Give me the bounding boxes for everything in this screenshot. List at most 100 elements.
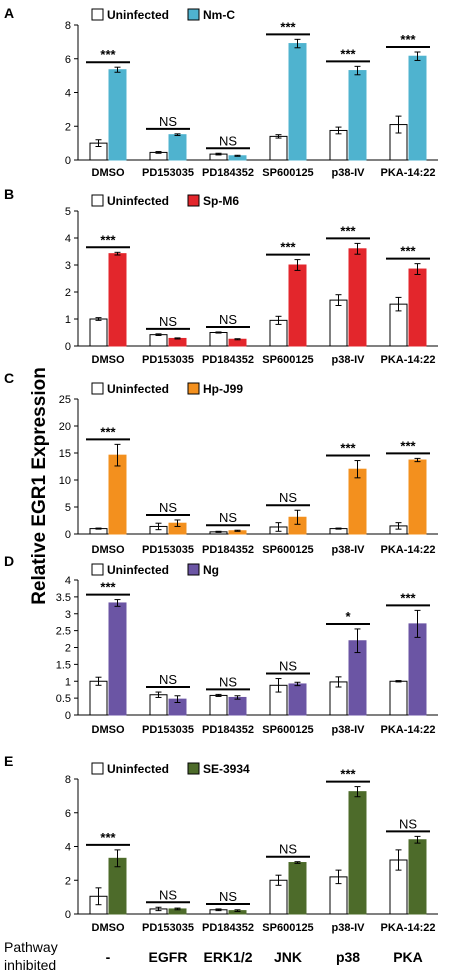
- panel-letter: B: [4, 186, 14, 202]
- x-tick-label: PD153035: [142, 544, 194, 556]
- y-tick-label: 3.5: [56, 592, 71, 604]
- y-tick-label: 2: [65, 287, 71, 299]
- significance-label: ***: [100, 232, 116, 247]
- legend-label-se-3934: SE-3934: [203, 762, 250, 776]
- panel-letter: C: [4, 370, 14, 386]
- bar-uninfected-p38-iv: [329, 299, 348, 347]
- bar-hp-j99-p38-iv: [348, 468, 367, 535]
- bar-sp-m6-pka-14-22: [408, 268, 427, 347]
- chart-panel-e: E 0 2 4 6 8 Uninfected SE-3934 *** DMSO NS PD153035…: [4, 753, 438, 934]
- x-tick-label: DMSO: [92, 724, 125, 736]
- x-tick-label: PD153035: [142, 167, 194, 179]
- y-tick-label: 6: [65, 808, 71, 820]
- x-tick-label: SP600125: [262, 354, 313, 366]
- significance-label: ***: [340, 46, 356, 61]
- x-tick-label: DMSO: [92, 544, 125, 556]
- panels-group: A 0 2 4 6 8 Uninfected Nm-C *** DMSO NS PD153035 NS P…: [4, 5, 438, 934]
- bar-uninfected-dmso: [89, 680, 108, 716]
- significance-label: NS: [219, 312, 237, 327]
- y-tick-label: 1.5: [56, 659, 71, 671]
- bar-nm-c-dmso: [108, 69, 127, 161]
- legend-swatch-uninfected: [91, 382, 104, 395]
- y-tick-label: 0: [65, 909, 71, 921]
- significance-label: ***: [340, 441, 356, 456]
- x-tick-label: DMSO: [92, 354, 125, 366]
- bar-nm-c-pka-14-22: [408, 55, 427, 161]
- x-tick-label: PD184352: [202, 544, 254, 556]
- x-tick-label: PD184352: [202, 354, 254, 366]
- bar-uninfected-dmso: [89, 318, 108, 347]
- y-tick-label: 0: [65, 341, 71, 353]
- significance-label: NS: [219, 510, 237, 525]
- x-tick-label: p38-IV: [331, 354, 365, 366]
- bar-uninfected-pd184352: [209, 332, 228, 347]
- x-tick-label: PKA-14:22: [380, 167, 435, 179]
- y-tick-label: 3: [65, 260, 71, 272]
- pathway-name: JNK: [274, 949, 302, 965]
- significance-label: NS: [159, 672, 177, 687]
- legend-swatch-uninfected: [91, 762, 104, 775]
- y-tick-label: 15: [59, 448, 71, 460]
- y-tick-label: 5: [65, 502, 71, 514]
- x-tick-label: DMSO: [92, 167, 125, 179]
- legend-swatch-sp-m6: [187, 194, 200, 207]
- pathway-name: ERK1/2: [203, 949, 252, 965]
- chart-panel-c: C 0 5 10 15 20 25 Uninfected Hp-J99 *** DMSO NS PD15…: [4, 370, 438, 556]
- legend-label-uninfected: Uninfected: [107, 762, 169, 776]
- x-tick-label: SP600125: [262, 167, 313, 179]
- y-tick-label: 2: [65, 875, 71, 887]
- significance-label: ***: [100, 830, 116, 845]
- y-tick-label: 5: [65, 206, 71, 218]
- y-tick-label: 2: [65, 121, 71, 133]
- x-tick-label: p38-IV: [331, 922, 365, 934]
- legend-swatch-se-3934: [187, 762, 200, 775]
- significance-label: NS: [159, 314, 177, 329]
- bar-ng-dmso: [108, 602, 127, 716]
- x-tick-label: DMSO: [92, 922, 125, 934]
- y-tick-label: 0: [65, 710, 71, 722]
- bar-uninfected-pka-14-22: [389, 680, 408, 716]
- y-tick-label: 8: [65, 20, 71, 32]
- y-tick-label: 4: [65, 575, 71, 587]
- panel-letter: A: [4, 5, 14, 21]
- panel-letter: D: [4, 553, 14, 569]
- x-tick-label: SP600125: [262, 724, 313, 736]
- significance-label: NS: [219, 674, 237, 689]
- bar-sp-m6-p38-iv: [348, 248, 367, 347]
- pathway-footer: Pathway inhibited - EGFR ERK1/2 JNK p38 PKA: [4, 939, 423, 973]
- significance-label: NS: [159, 887, 177, 902]
- significance-label: ***: [340, 223, 356, 238]
- y-tick-label: 2.5: [56, 626, 71, 638]
- legend-label-sp-m6: Sp-M6: [203, 194, 239, 208]
- significance-label: NS: [279, 842, 297, 857]
- pathway-name: -: [106, 949, 111, 965]
- pathway-label-line-2: inhibited: [4, 957, 56, 973]
- legend-swatch-uninfected: [91, 8, 104, 21]
- chart-panel-b: B 0 1 2 3 4 5 Uninfected Sp-M6 *** DMSO NS PD153035 N…: [4, 186, 438, 366]
- x-tick-label: p38-IV: [331, 724, 365, 736]
- bar-sp-m6-dmso: [108, 253, 127, 347]
- y-tick-label: 1: [65, 314, 71, 326]
- x-tick-label: PKA-14:22: [380, 724, 435, 736]
- significance-label: ***: [100, 580, 116, 595]
- legend-label-uninfected: Uninfected: [107, 382, 169, 396]
- y-tick-label: 20: [59, 421, 71, 433]
- significance-label: NS: [159, 500, 177, 515]
- significance-label: ***: [280, 19, 296, 34]
- y-tick-label: 4: [65, 842, 71, 854]
- x-tick-label: SP600125: [262, 544, 313, 556]
- x-tick-label: PD153035: [142, 922, 194, 934]
- panel-letter: E: [4, 753, 13, 769]
- bar-uninfected-pd184352: [209, 694, 228, 716]
- significance-label: *: [345, 609, 351, 624]
- significance-label: NS: [159, 114, 177, 129]
- x-tick-label: PD184352: [202, 167, 254, 179]
- legend-label-ng: Ng: [203, 563, 219, 577]
- significance-label: ***: [100, 424, 116, 439]
- x-tick-label: PD184352: [202, 724, 254, 736]
- bar-nm-c-pd153035: [168, 134, 187, 161]
- bar-sp-m6-sp600125: [288, 264, 307, 347]
- bar-sp-m6-pd153035: [168, 337, 187, 347]
- x-tick-label: PKA-14:22: [380, 544, 435, 556]
